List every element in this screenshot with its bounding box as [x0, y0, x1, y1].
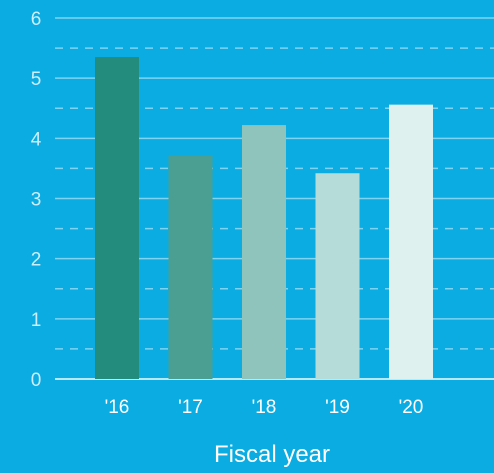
bar-fy20 [389, 104, 433, 379]
y-tick-label: 3 [31, 190, 42, 211]
y-axis-ticks: 0 1 2 3 4 5 6 [31, 9, 42, 391]
bars [95, 57, 433, 379]
y-tick-label: 4 [31, 129, 42, 150]
bar-fy18 [242, 125, 286, 379]
y-tick-label: 6 [31, 9, 42, 30]
x-tick-label: '17 [178, 397, 203, 418]
bar-fy16 [95, 57, 139, 379]
y-tick-label: 0 [31, 370, 42, 391]
x-tick-label: '18 [252, 397, 277, 418]
x-axis-title: Fiscal year [214, 441, 330, 468]
y-tick-label: 2 [31, 250, 42, 271]
y-tick-label: 1 [31, 310, 42, 331]
x-tick-label: '16 [105, 397, 130, 418]
bar-fy17 [168, 155, 213, 379]
x-axis-ticks: '16 '17 '18 '19 '20 [105, 397, 424, 418]
bar-fy19 [315, 173, 360, 379]
y-tick-label: 5 [31, 69, 42, 90]
x-tick-label: '19 [325, 397, 350, 418]
x-tick-label: '20 [399, 397, 424, 418]
